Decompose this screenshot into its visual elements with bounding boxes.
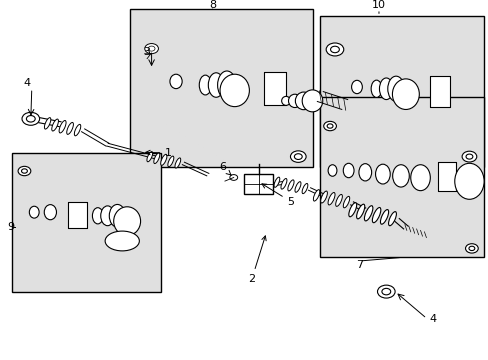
Ellipse shape (392, 165, 408, 187)
Ellipse shape (273, 177, 279, 187)
Ellipse shape (220, 74, 249, 107)
Circle shape (21, 169, 27, 173)
Ellipse shape (44, 118, 51, 129)
Ellipse shape (343, 196, 349, 208)
Ellipse shape (358, 164, 371, 181)
Circle shape (18, 166, 31, 176)
Ellipse shape (327, 165, 336, 176)
Ellipse shape (375, 164, 389, 184)
Ellipse shape (175, 158, 181, 168)
Ellipse shape (454, 163, 483, 199)
Ellipse shape (410, 165, 429, 191)
Ellipse shape (287, 180, 293, 191)
Ellipse shape (281, 96, 290, 105)
Ellipse shape (392, 79, 419, 109)
Ellipse shape (351, 80, 362, 94)
Ellipse shape (302, 90, 322, 112)
Ellipse shape (379, 78, 392, 100)
Ellipse shape (294, 182, 300, 192)
Ellipse shape (348, 203, 356, 217)
Circle shape (26, 116, 35, 122)
Text: 5: 5 (262, 184, 294, 207)
Ellipse shape (281, 179, 286, 189)
Circle shape (290, 151, 305, 162)
Ellipse shape (52, 119, 59, 131)
Ellipse shape (335, 194, 342, 206)
Text: 1: 1 (145, 148, 172, 158)
Text: 7: 7 (355, 260, 362, 270)
Text: 3: 3 (143, 47, 150, 57)
Circle shape (22, 112, 40, 125)
Bar (12, 153, 161, 292)
Bar (429, 76, 449, 107)
Ellipse shape (313, 190, 319, 201)
Circle shape (326, 124, 332, 128)
Bar (68, 202, 87, 228)
Ellipse shape (343, 163, 353, 178)
Circle shape (381, 288, 390, 295)
Ellipse shape (161, 154, 166, 165)
Circle shape (325, 43, 343, 56)
Ellipse shape (370, 80, 381, 98)
Ellipse shape (288, 94, 301, 108)
Ellipse shape (356, 204, 364, 219)
Circle shape (323, 121, 336, 131)
Ellipse shape (109, 204, 125, 227)
Ellipse shape (380, 210, 388, 224)
Ellipse shape (169, 74, 182, 89)
Bar (437, 162, 455, 192)
Ellipse shape (59, 121, 66, 133)
Ellipse shape (208, 73, 224, 97)
Ellipse shape (327, 193, 334, 205)
Circle shape (465, 154, 472, 159)
Ellipse shape (320, 191, 327, 203)
Circle shape (144, 44, 158, 54)
Text: 4: 4 (23, 78, 30, 88)
Circle shape (377, 285, 394, 298)
Ellipse shape (295, 92, 311, 110)
Bar (320, 16, 483, 167)
Circle shape (465, 244, 477, 253)
Text: 8: 8 (209, 0, 216, 10)
Bar (244, 174, 272, 194)
Ellipse shape (364, 206, 372, 221)
Ellipse shape (113, 207, 141, 235)
Ellipse shape (302, 184, 307, 194)
Bar (320, 97, 483, 257)
Bar (129, 9, 312, 167)
Circle shape (330, 46, 339, 53)
Text: 10: 10 (371, 0, 385, 10)
Ellipse shape (74, 124, 81, 136)
Ellipse shape (92, 208, 103, 224)
Ellipse shape (44, 204, 57, 220)
Ellipse shape (387, 76, 404, 102)
Bar (264, 72, 285, 105)
Circle shape (294, 154, 302, 159)
Text: 2: 2 (248, 236, 265, 284)
Ellipse shape (388, 212, 396, 226)
Circle shape (229, 175, 237, 180)
Text: 9: 9 (7, 222, 14, 232)
Text: 6: 6 (219, 162, 231, 175)
Ellipse shape (146, 152, 152, 162)
Circle shape (148, 46, 155, 51)
Text: 4: 4 (428, 314, 435, 324)
Ellipse shape (154, 153, 160, 163)
Ellipse shape (66, 122, 73, 134)
Circle shape (461, 151, 476, 162)
Ellipse shape (217, 71, 236, 99)
Ellipse shape (371, 207, 380, 223)
Ellipse shape (167, 156, 173, 167)
Ellipse shape (29, 206, 39, 218)
Ellipse shape (105, 231, 139, 251)
Circle shape (468, 246, 474, 251)
Ellipse shape (199, 75, 211, 95)
Ellipse shape (101, 206, 114, 226)
